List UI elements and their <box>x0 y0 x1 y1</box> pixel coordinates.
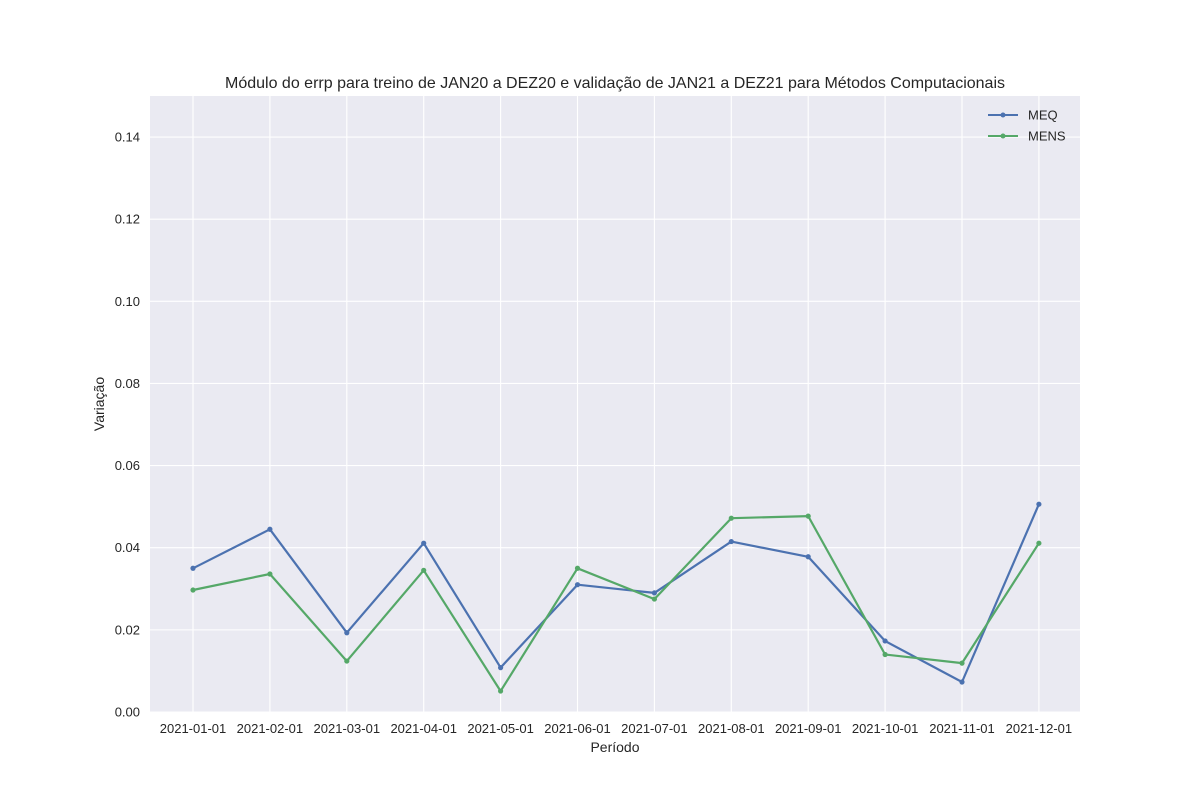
data-point-mens <box>882 651 888 658</box>
x-tick-label: 2021-06-01 <box>544 721 611 736</box>
data-point-meq <box>959 679 965 685</box>
series-mens <box>190 513 1042 694</box>
plot-area <box>150 96 1080 712</box>
data-point-mens <box>959 660 965 666</box>
data-point-mens <box>651 596 658 602</box>
legend-item-meq: MEQ <box>988 108 1058 123</box>
data-point-mens <box>421 567 427 573</box>
legend-marker-meq <box>1000 112 1006 118</box>
x-axis-label: Período <box>590 739 639 755</box>
y-tick-label: 0.08 <box>115 376 140 391</box>
legend-label-mens: MENS <box>1028 129 1066 144</box>
x-tick-label: 2021-09-01 <box>775 721 842 736</box>
data-point-mens <box>805 513 811 519</box>
data-point-meq <box>344 630 350 636</box>
x-tick-label: 2021-05-01 <box>467 721 534 736</box>
data-point-meq <box>267 526 273 532</box>
legend-label-meq: MEQ <box>1028 108 1058 123</box>
x-tick-label: 2021-10-01 <box>852 721 919 736</box>
x-tick-label: 2021-07-01 <box>621 721 688 736</box>
y-tick-label: 0.02 <box>115 622 140 637</box>
x-tick-label: 2021-08-01 <box>698 721 765 736</box>
data-point-meq <box>498 665 504 671</box>
series-meq <box>190 501 1042 685</box>
series-line-mens <box>191 514 1041 693</box>
data-point-meq <box>728 538 734 545</box>
data-point-mens <box>190 587 196 593</box>
grid <box>150 96 1080 713</box>
x-tick-label: 2021-11-01 <box>929 721 995 736</box>
x-tick-label: 2021-01-01 <box>160 721 227 736</box>
chart-title: Módulo do errp para treino de JAN20 a DE… <box>225 75 1005 92</box>
y-axis-ticks: 0.00 0.02 0.04 0.06 0.08 0.10 0.12 0.14 <box>115 130 140 720</box>
y-tick-label: 0.12 <box>115 212 140 227</box>
y-tick-label: 0.06 <box>115 458 140 473</box>
series-layer <box>190 501 1042 694</box>
y-tick-label: 0.00 <box>115 705 140 720</box>
x-tick-label: 2021-02-01 <box>237 721 304 736</box>
data-point-mens <box>498 688 504 694</box>
data-point-meq <box>805 554 811 560</box>
legend-item-mens: MENS <box>988 129 1066 144</box>
data-point-meq <box>1036 501 1042 507</box>
y-tick-label: 0.14 <box>115 130 140 145</box>
legend-marker-mens <box>1000 133 1006 139</box>
data-point-meq <box>190 565 196 571</box>
y-axis-label: Variação <box>91 377 107 431</box>
data-point-meq <box>574 582 581 588</box>
data-point-meq <box>421 540 427 546</box>
series-line-meq <box>191 503 1041 684</box>
data-point-mens <box>574 565 581 571</box>
x-tick-label: 2021-03-01 <box>314 721 381 736</box>
data-point-mens <box>1036 540 1042 546</box>
x-axis-ticks: 2021-01-01 2021-02-01 2021-03-01 2021-04-01… <box>160 721 1072 736</box>
data-point-meq <box>651 590 658 596</box>
legend: MEQ MENS <box>988 108 1066 144</box>
data-point-mens <box>267 571 273 577</box>
data-point-meq <box>882 638 888 644</box>
x-tick-label: 2021-12-01 <box>1006 721 1073 736</box>
y-tick-label: 0.04 <box>115 540 140 555</box>
data-point-mens <box>728 515 734 521</box>
data-point-mens <box>344 658 350 664</box>
x-tick-label: 2021-04-01 <box>390 721 457 736</box>
y-tick-label: 0.10 <box>115 294 140 309</box>
